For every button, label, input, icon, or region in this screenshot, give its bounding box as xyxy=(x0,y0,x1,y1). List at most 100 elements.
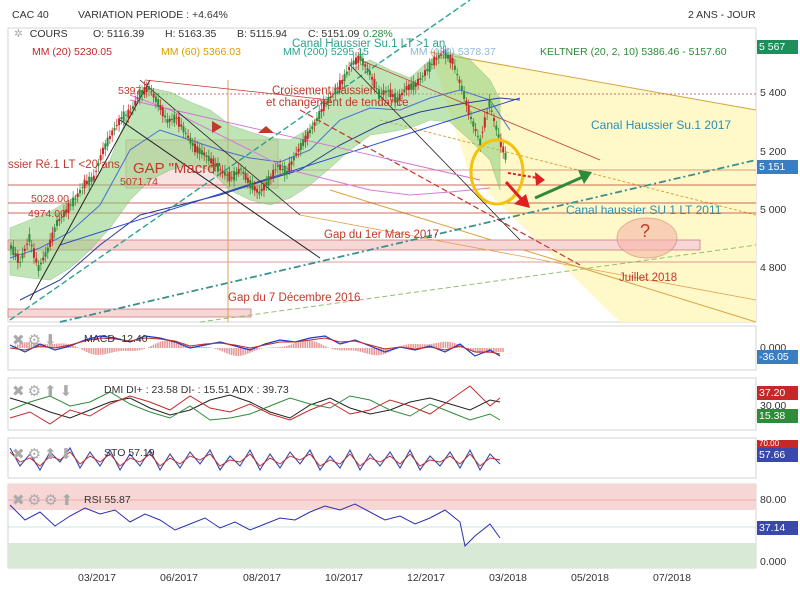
macd-hist-bar xyxy=(481,348,484,354)
macd-hist-bar xyxy=(113,348,116,352)
macd-hist-bar xyxy=(276,347,279,348)
trend-black-3 xyxy=(139,79,301,216)
red-arrow-2-head xyxy=(535,172,545,186)
candle-body xyxy=(74,198,77,200)
candle-body xyxy=(361,58,364,66)
x-tick-4: 12/2017 xyxy=(407,572,445,584)
candle-body xyxy=(309,129,311,134)
candle-body xyxy=(267,176,270,186)
candle-body xyxy=(95,170,98,172)
candle-body xyxy=(161,107,164,117)
candle-body xyxy=(389,89,392,98)
macd-hist-bar xyxy=(166,340,168,348)
trend-red-3 xyxy=(299,109,581,266)
candle-body xyxy=(460,85,463,91)
macd-hist-bar xyxy=(279,347,281,348)
candle-body xyxy=(279,164,282,171)
macd-hist-bar xyxy=(414,343,417,348)
macd-hist-bar xyxy=(327,347,329,348)
macd-hist-bar xyxy=(111,348,113,353)
macd-hist-bar xyxy=(499,348,502,352)
macd-hist-bar xyxy=(60,343,63,348)
macd-hist-bar xyxy=(453,343,456,348)
candle-body xyxy=(212,158,215,168)
candle-body xyxy=(65,209,68,213)
candle-body xyxy=(51,232,54,241)
candle-body xyxy=(311,126,314,130)
candle-body xyxy=(456,73,459,76)
candle-body xyxy=(35,258,38,263)
macd-hist-bar xyxy=(341,348,343,351)
y-tick-5200: 5 200 xyxy=(760,146,787,158)
candle-body xyxy=(145,87,148,92)
candle-body xyxy=(171,118,173,121)
red-arrow-2 xyxy=(507,172,539,179)
macd-hist-bar xyxy=(173,341,175,348)
macd-controls[interactable]: ✖⚙⬇ xyxy=(12,332,60,349)
macd-hist-bar xyxy=(355,348,357,351)
candle-body xyxy=(246,177,249,183)
macd-hist-bar xyxy=(233,348,235,356)
candle-body xyxy=(410,83,413,90)
macd-hist-bar xyxy=(62,343,65,348)
candle-body xyxy=(28,234,31,242)
macd-value-box: -36.05 xyxy=(757,350,798,364)
macd-hist-bar xyxy=(177,342,180,348)
candle-body xyxy=(387,90,390,92)
candle-body xyxy=(329,96,332,98)
rsi-controls[interactable]: ✖⚙⚙⬆ xyxy=(12,492,77,509)
macd-hist-bar xyxy=(350,348,352,351)
macd-hist-bar xyxy=(419,344,421,348)
candle-body xyxy=(414,83,417,87)
x-tick-7: 07/2018 xyxy=(653,572,691,584)
macd-hist-bar xyxy=(223,348,226,353)
rsi-tick-bottom: 0.000 xyxy=(760,556,787,568)
dmi-controls[interactable]: ✖⚙⬆⬇ xyxy=(12,383,76,400)
period-label[interactable]: 2 ANS - JOUR xyxy=(688,9,756,21)
x-tick-0: 03/2017 xyxy=(78,572,116,584)
candle-body xyxy=(350,62,353,66)
dmi-label: DMI DI+ : 23.58 DI- : 15.51 ADX : 39.73 xyxy=(104,384,289,396)
dmi-value-red: 37.20 xyxy=(757,386,798,400)
macd-hist-bar xyxy=(430,343,433,348)
macd-hist-bar xyxy=(235,348,237,356)
candle-body xyxy=(10,245,12,249)
candle-body xyxy=(14,253,17,256)
candle-body xyxy=(453,65,456,70)
macd-hist-bar xyxy=(302,340,304,348)
green-arrow-head xyxy=(578,170,592,184)
macd-hist-bar xyxy=(46,344,49,348)
candle-body xyxy=(463,92,466,99)
settings-icon[interactable]: ✲ xyxy=(14,28,23,40)
candle-body xyxy=(263,183,265,191)
macd-hist-bar xyxy=(253,348,256,351)
trend-red-1 xyxy=(144,79,331,101)
macd-hist-bar xyxy=(159,341,162,348)
juillet-circle xyxy=(616,217,678,259)
candle-body xyxy=(290,161,293,165)
macd-hist-bar xyxy=(161,340,164,348)
candle-body xyxy=(320,109,323,112)
candle-body xyxy=(276,165,279,167)
candle-body xyxy=(136,97,139,100)
macd-hist-bar xyxy=(143,348,145,349)
candle-body xyxy=(56,220,58,226)
candle-body xyxy=(97,162,100,167)
macd-hist-bar xyxy=(58,343,60,348)
macd-hist-bar xyxy=(320,344,323,348)
macd-hist-bar xyxy=(304,340,306,348)
candle-body xyxy=(265,181,268,187)
macd-hist-bar xyxy=(175,341,178,348)
candle-body xyxy=(187,135,190,138)
candle-body xyxy=(200,150,203,155)
keltner-legend: KELTNER (20, 2, 10) 5386.46 - 5157.60 xyxy=(540,46,727,58)
macd-hist-bar xyxy=(230,348,233,356)
sto-controls[interactable]: ✖⚙⬆⬇ xyxy=(12,446,76,463)
price-box-last: 5 151 xyxy=(757,160,798,174)
macd-hist-bar xyxy=(30,342,33,348)
candle-body xyxy=(214,163,217,167)
candle-body xyxy=(191,142,194,146)
candle-body xyxy=(272,169,275,178)
macd-hist-bar xyxy=(171,340,173,348)
